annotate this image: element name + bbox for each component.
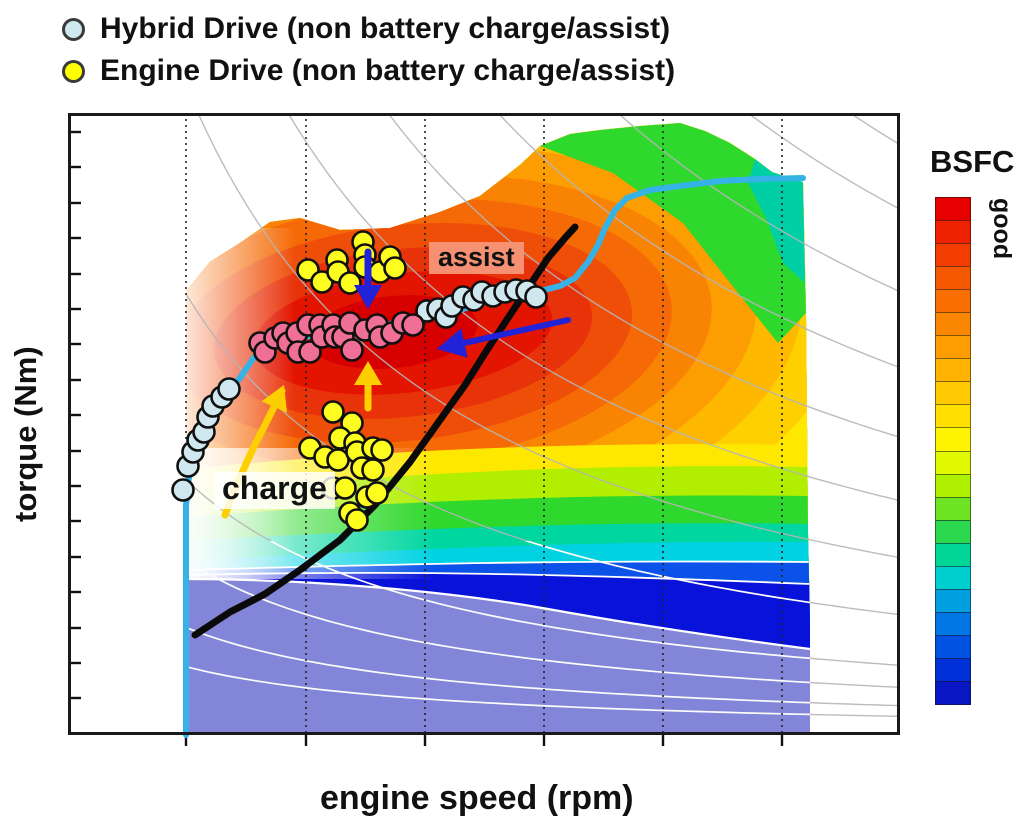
data-point bbox=[171, 478, 195, 502]
data-point bbox=[321, 400, 345, 424]
data-point bbox=[401, 313, 425, 337]
y-axis-label: torque (Nm) bbox=[8, 346, 43, 522]
pink-cluster-points bbox=[248, 311, 425, 364]
top-right-teal-zone bbox=[748, 159, 805, 283]
colorbar-segment bbox=[935, 220, 971, 245]
data-point bbox=[524, 285, 548, 309]
data-point bbox=[365, 481, 389, 505]
data-point bbox=[340, 338, 364, 362]
colorbar-segment bbox=[935, 335, 971, 360]
data-point bbox=[361, 458, 385, 482]
colorbar-segment bbox=[935, 450, 971, 475]
engine-drive-marker-icon bbox=[62, 59, 85, 83]
power-contour-line bbox=[387, 113, 899, 438]
colorbar-segment bbox=[935, 680, 971, 706]
colorbar-segment bbox=[935, 312, 971, 337]
assist-down-arrow-head bbox=[354, 285, 382, 309]
plot-border bbox=[68, 113, 900, 735]
colorbar-title: BSFC bbox=[930, 144, 1015, 179]
charge-up-arrow-head bbox=[354, 361, 382, 385]
hybrid-drive-marker-icon bbox=[62, 17, 85, 41]
colorbar-segment bbox=[935, 634, 971, 659]
colorbar-segment bbox=[935, 289, 971, 314]
power-contour-line bbox=[617, 113, 899, 292]
data-point bbox=[370, 438, 394, 462]
charge-annotation: charge bbox=[214, 471, 335, 509]
colorbar-segment bbox=[935, 427, 971, 452]
power-contour-line bbox=[497, 113, 899, 368]
data-point bbox=[345, 508, 369, 532]
power-contour-line bbox=[747, 113, 899, 209]
colorbar-segment bbox=[935, 381, 971, 406]
colorbar-segment bbox=[935, 404, 971, 429]
legend-item-hybrid-drive: Hybrid Drive (non battery charge/assist) bbox=[62, 8, 675, 50]
colorbar-segment bbox=[935, 243, 971, 268]
colorbar-good-label: good bbox=[988, 198, 1016, 260]
x-axis-label: engine speed (rpm) bbox=[320, 779, 634, 817]
colorbar-segment bbox=[935, 588, 971, 613]
colorbar-segment bbox=[935, 519, 971, 544]
bsfc-map-plot bbox=[68, 113, 900, 746]
colorbar-segment bbox=[935, 565, 971, 590]
legend-label-hybrid: Hybrid Drive (non battery charge/assist) bbox=[100, 12, 671, 45]
colorbar-segment bbox=[935, 657, 971, 682]
colorbar-segment bbox=[935, 197, 971, 222]
colorbar-segment bbox=[935, 358, 971, 383]
legend: Hybrid Drive (non battery charge/assist)… bbox=[62, 8, 675, 92]
bsfc-colorbar bbox=[935, 197, 971, 706]
data-point bbox=[217, 377, 241, 401]
colorbar-segment bbox=[935, 496, 971, 521]
assist-left-arrow bbox=[461, 317, 571, 346]
data-point bbox=[333, 476, 357, 500]
assist-left-arrow-head bbox=[437, 328, 468, 358]
charge-curved-arrow-head bbox=[261, 385, 288, 413]
colorbar-segment bbox=[935, 266, 971, 291]
colorbar-segment bbox=[935, 611, 971, 636]
power-contour-lines-white bbox=[186, 541, 810, 716]
road-load-line bbox=[191, 223, 579, 639]
legend-item-engine-drive: Engine Drive (non battery charge/assist) bbox=[62, 50, 675, 92]
colorbar-segment bbox=[935, 542, 971, 567]
plot-dynamic-layer bbox=[70, 113, 900, 746]
hybrid-drive-points bbox=[171, 278, 548, 502]
colorbar-segment bbox=[935, 473, 971, 498]
data-point bbox=[338, 271, 362, 295]
data-point bbox=[298, 340, 322, 364]
power-contour-line bbox=[849, 113, 900, 146]
legend-label-engine: Engine Drive (non battery charge/assist) bbox=[100, 54, 676, 87]
data-point bbox=[383, 256, 407, 280]
assist-annotation: assist bbox=[429, 242, 524, 275]
